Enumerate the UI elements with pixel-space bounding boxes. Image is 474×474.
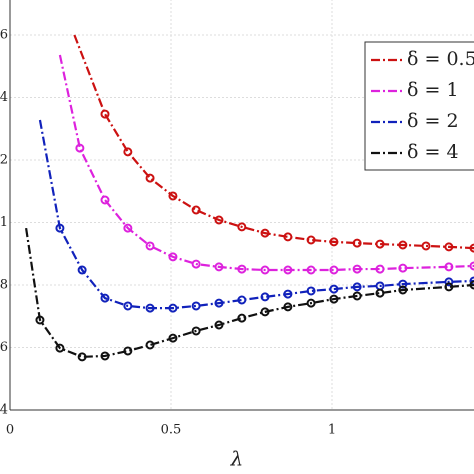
marker bbox=[329, 294, 339, 304]
marker bbox=[398, 285, 408, 295]
marker bbox=[352, 264, 362, 274]
marker bbox=[398, 263, 408, 273]
marker bbox=[260, 307, 270, 317]
marker bbox=[214, 215, 224, 225]
marker bbox=[168, 191, 178, 201]
legend-label: δ = 2 bbox=[407, 110, 459, 132]
marker bbox=[237, 264, 247, 274]
marker bbox=[237, 222, 247, 232]
marker bbox=[214, 320, 224, 330]
marker bbox=[214, 298, 224, 308]
marker bbox=[283, 289, 293, 299]
marker bbox=[123, 147, 133, 157]
x-tick-label: 0 bbox=[6, 423, 14, 438]
marker bbox=[123, 223, 133, 233]
marker bbox=[398, 240, 408, 250]
marker bbox=[283, 265, 293, 275]
marker bbox=[283, 302, 293, 312]
marker bbox=[375, 239, 385, 249]
legend-box bbox=[364, 41, 474, 171]
marker bbox=[75, 143, 85, 153]
marker bbox=[237, 313, 247, 323]
marker bbox=[469, 280, 474, 290]
marker bbox=[168, 333, 178, 343]
legend-label: δ = 0.5 bbox=[407, 48, 474, 70]
marker bbox=[145, 340, 155, 350]
marker bbox=[352, 282, 362, 292]
y-tick-label: 1.6 bbox=[0, 28, 8, 43]
marker bbox=[77, 352, 87, 362]
marker bbox=[168, 303, 178, 313]
marker bbox=[145, 173, 155, 183]
marker bbox=[77, 265, 87, 275]
marker bbox=[329, 284, 339, 294]
marker bbox=[35, 315, 45, 325]
marker bbox=[123, 346, 133, 356]
marker bbox=[237, 295, 247, 305]
marker bbox=[444, 277, 454, 287]
marker bbox=[306, 235, 316, 245]
marker bbox=[469, 261, 474, 271]
marker bbox=[55, 223, 65, 233]
marker bbox=[260, 228, 270, 238]
marker bbox=[375, 264, 385, 274]
y-tick-label: 0.6 bbox=[0, 340, 8, 355]
marker bbox=[444, 242, 454, 252]
marker bbox=[469, 276, 474, 286]
marker bbox=[306, 286, 316, 296]
marker bbox=[100, 293, 110, 303]
marker bbox=[444, 262, 454, 272]
legend-label: δ = 4 bbox=[407, 141, 459, 163]
y-tick-label: 1.4 bbox=[0, 90, 8, 105]
marker bbox=[100, 195, 110, 205]
marker bbox=[168, 252, 178, 262]
marker bbox=[306, 298, 316, 308]
marker bbox=[191, 259, 201, 269]
marker bbox=[145, 241, 155, 251]
y-tick-label: 0.4 bbox=[0, 403, 8, 418]
legend-label: δ = 1 bbox=[407, 79, 459, 101]
marker bbox=[214, 262, 224, 272]
marker bbox=[191, 326, 201, 336]
marker bbox=[375, 288, 385, 298]
marker bbox=[260, 265, 270, 275]
marker bbox=[100, 109, 110, 119]
marker bbox=[398, 279, 408, 289]
marker bbox=[444, 282, 454, 292]
marker bbox=[260, 292, 270, 302]
marker bbox=[421, 241, 431, 251]
marker bbox=[283, 232, 293, 242]
marker bbox=[352, 291, 362, 301]
x-tick-label: 1 bbox=[328, 423, 336, 438]
marker bbox=[123, 301, 133, 311]
marker bbox=[469, 243, 474, 253]
x-axis-label: λ bbox=[230, 447, 244, 471]
marker bbox=[329, 265, 339, 275]
x-tick-label: 0.5 bbox=[161, 423, 182, 438]
marker bbox=[191, 301, 201, 311]
marker bbox=[145, 303, 155, 313]
marker bbox=[352, 238, 362, 248]
marker bbox=[100, 351, 110, 361]
series-line bbox=[25, 227, 474, 358]
series-line bbox=[38, 119, 474, 310]
marker bbox=[329, 237, 339, 247]
y-tick-label: 0.8 bbox=[0, 278, 8, 293]
y-tick-label: 1 bbox=[0, 215, 8, 230]
marker bbox=[55, 343, 65, 353]
marker bbox=[191, 205, 201, 215]
y-tick-label: 1.2 bbox=[0, 153, 8, 168]
marker bbox=[306, 265, 316, 275]
series-line bbox=[73, 34, 474, 250]
